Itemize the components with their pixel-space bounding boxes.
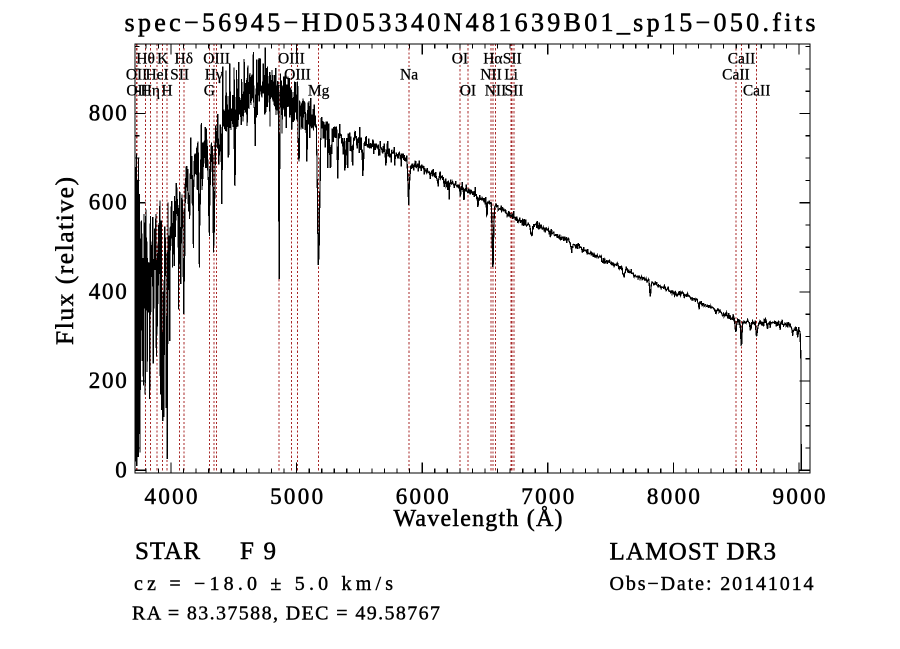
svg-text:LAMOST DR3: LAMOST DR3 [610,539,777,566]
svg-text:OI: OI [452,51,468,68]
svg-text:Hθ: Hθ [136,51,155,68]
svg-text:H: H [161,83,172,100]
svg-text:Mg: Mg [308,83,330,100]
svg-text:Li: Li [504,67,518,84]
svg-text:Hβ: Hβ [270,83,289,100]
svg-text:G: G [204,83,215,100]
svg-text:K: K [157,51,169,68]
svg-text:CaII: CaII [728,51,756,68]
svg-text:200: 200 [89,368,127,393]
svg-text:600: 600 [89,190,127,215]
svg-text:SII: SII [170,67,189,84]
svg-text:OII: OII [126,67,148,84]
svg-text:Flux (relative): Flux (relative) [50,177,79,345]
svg-text:CaII: CaII [743,83,771,100]
svg-text:OI: OI [460,83,476,100]
svg-text:Na: Na [400,67,418,84]
svg-text:STAR: STAR [135,538,200,565]
svg-text:Hδ: Hδ [175,51,194,68]
svg-text:RA = 83.37588, DEC = 49.5876: RA = 83.37588, DEC = 49.58767 [132,603,440,625]
svg-text:Wavelength (Å): Wavelength (Å) [394,506,563,532]
svg-text:Hη: Hη [141,83,160,100]
svg-text:OIII: OIII [284,67,311,84]
svg-text:800: 800 [89,101,127,126]
svg-text:HeI: HeI [145,67,168,84]
svg-text:OIII: OIII [278,51,305,68]
svg-text:Obs−Date: 20141014: Obs−Date: 20141014 [610,573,814,595]
svg-text:SII: SII [503,51,522,68]
svg-text:Hα: Hα [483,51,502,68]
svg-text:OIII: OIII [203,51,230,68]
svg-text:NII: NII [485,83,507,100]
svg-text:NII: NII [480,67,502,84]
svg-text:Hγ: Hγ [205,67,223,84]
svg-text:spec−56945−HD053340N481639B01_: spec−56945−HD053340N481639B01_sp15−050.f… [125,8,816,37]
svg-text:SII: SII [505,83,524,100]
svg-text:CaII: CaII [722,67,750,84]
svg-text:400: 400 [89,279,127,304]
svg-text:0: 0 [115,457,127,482]
svg-text:OII: OII [126,83,148,100]
